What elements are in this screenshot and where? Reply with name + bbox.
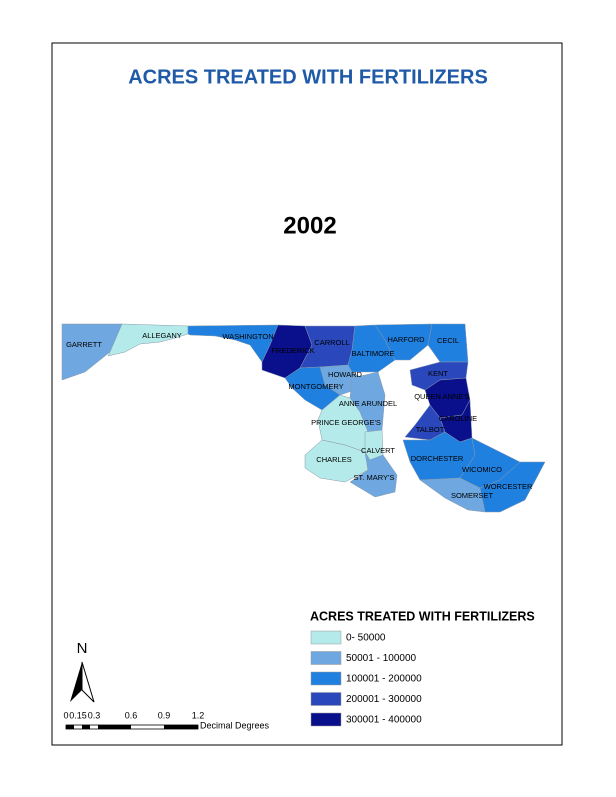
- arrow-left: [70, 662, 82, 702]
- county-label: CECIL: [437, 336, 459, 345]
- county: [61, 323, 123, 381]
- scale-seg: [82, 725, 90, 729]
- scale-label: 0.3: [88, 710, 101, 720]
- scale-label: 0: [63, 710, 68, 720]
- county-label: KENT: [428, 369, 448, 378]
- county-label: PRINCE GEORGE'S: [311, 418, 381, 427]
- scale-seg: [66, 725, 74, 729]
- county-label: ANNE ARUNDEL: [339, 399, 397, 408]
- legend-title: ACRES TREATED WITH FERTILIZERS: [310, 609, 535, 623]
- county: [479, 461, 546, 513]
- county-label: MONTGOMERY: [288, 382, 343, 391]
- county-label: ALLEGANY: [142, 331, 182, 340]
- north-arrow: N: [70, 640, 95, 703]
- county-label: QUEEN ANNE'S: [414, 392, 470, 401]
- scale-seg: [98, 725, 131, 729]
- county-label: WORCESTER: [484, 482, 533, 491]
- year: 2002: [283, 212, 336, 239]
- title: ACRES TREATED WITH FERTILIZERS: [128, 66, 488, 88]
- county-label: SOMERSET: [451, 491, 494, 500]
- county-labels: GARRETT ALLEGANY WASHINGTON FREDERICKCARROL…: [66, 331, 533, 500]
- scale-seg: [164, 725, 198, 729]
- legend-swatch: [310, 630, 342, 645]
- legend-swatch: [310, 692, 342, 706]
- county-label: GARRETT: [66, 340, 102, 349]
- scale-label: 1.2: [192, 710, 205, 720]
- county-label: ST. MARY'S: [354, 473, 395, 482]
- scale-unit: Decimal Degrees: [200, 720, 270, 730]
- legend-label: 300001 - 400000: [346, 715, 422, 726]
- legend: 0- 50000 50001 - 100000 100001 - 200000 200…: [310, 630, 422, 727]
- county-label: CAROLINE: [439, 414, 477, 423]
- county-label: WASHINGTON: [222, 332, 273, 341]
- legend-swatch: [310, 671, 342, 686]
- county-label: WICOMICO: [462, 465, 502, 474]
- legend-label: 100001 - 200000: [346, 674, 422, 685]
- scale-label: 0.6: [125, 710, 138, 720]
- scale-label: 0.15: [69, 710, 87, 720]
- county-label: CALVERT: [361, 446, 395, 455]
- scale-labels: 0 0.15 0.3 0.6 0.9 1.2: [63, 710, 204, 720]
- county-label: TALBOT: [416, 425, 445, 434]
- county-label: BALTIMORE: [352, 349, 395, 358]
- legend-swatch: [310, 712, 342, 727]
- legend-label: 200001 - 300000: [346, 694, 422, 705]
- north-label: N: [77, 640, 88, 657]
- county-label: HOWARD: [328, 370, 362, 379]
- legend-label: 50001 - 100000: [346, 653, 417, 664]
- legend-swatch: [310, 651, 342, 665]
- scale-label: 0.9: [158, 710, 171, 720]
- county: [349, 451, 398, 498]
- scale-bar: 0 0.15 0.3 0.6 0.9 1.2 Decimal Degrees: [63, 710, 269, 730]
- county-label: CHARLES: [316, 455, 351, 464]
- county-label: FREDERICK: [271, 346, 314, 355]
- legend-label: 0- 50000: [346, 633, 386, 644]
- county: [419, 477, 486, 513]
- county-label: DORCHESTER: [411, 454, 464, 463]
- counties: [61, 323, 546, 513]
- county-label: HARFORD: [387, 335, 425, 344]
- arrow-right: [81, 661, 95, 703]
- county-label: CARROLL: [314, 338, 349, 347]
